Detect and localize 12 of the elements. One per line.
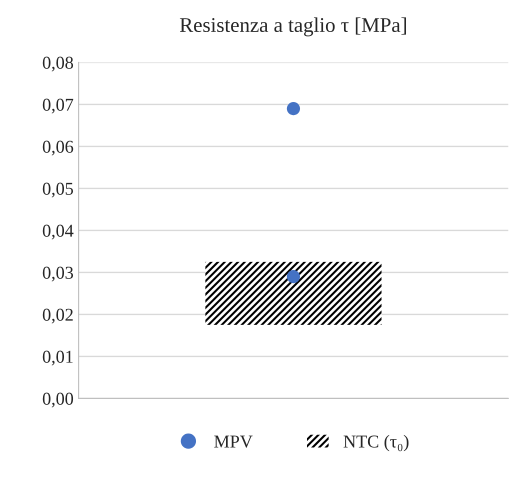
y-tick-label: 0,05: [42, 182, 74, 198]
legend-label: MPV: [214, 436, 253, 448]
y-tick-label: 0,02: [42, 308, 73, 324]
y-tick-label: 0,03: [42, 266, 74, 282]
y-tick-label: 0,08: [42, 56, 74, 72]
y-tick-label: 0,01: [42, 350, 73, 366]
y-tick-label: 0,00: [42, 392, 74, 408]
legend-label: NTC (τ₀): [344, 434, 409, 452]
chart-title: Resistenza a taglio τ [MPa]: [180, 17, 406, 36]
y-tick-label: 0,06: [42, 140, 74, 156]
y-tick-label: 0,07: [42, 98, 74, 114]
y-tick-label: 0,04: [42, 224, 74, 240]
